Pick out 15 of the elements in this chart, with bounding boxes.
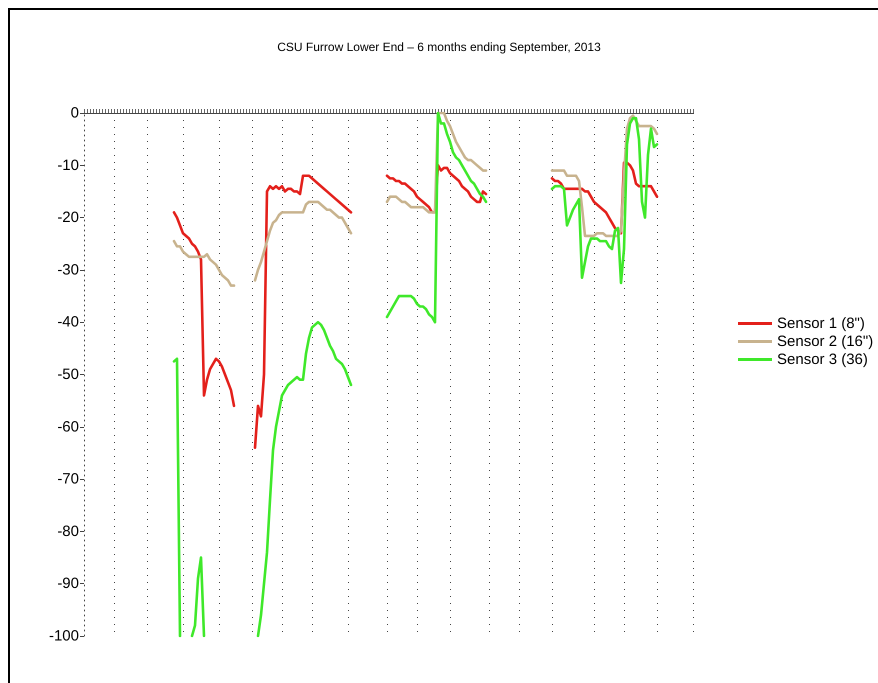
y-tick-label: -10 [57,156,79,174]
y-tick-label: -60 [57,418,79,436]
legend-label: Sensor 3 (36) [777,351,868,368]
y-tick-label: 0 [70,104,79,122]
y-tick-label: -40 [57,314,79,331]
y-tick-label: -20 [57,209,79,226]
legend-label: Sensor 2 (16") [777,333,874,350]
y-tick-label: -30 [57,261,79,278]
chart-title: CSU Furrow Lower End – 6 months ending September, 2013 [277,40,602,54]
y-tick-label: -80 [57,522,79,540]
y-tick-label: -50 [57,366,79,383]
y-tick-label: -90 [57,575,79,592]
y-tick-label: -70 [57,470,79,488]
y-tick-label: -100 [48,628,79,644]
legend-label: Sensor 1 (8") [777,315,865,332]
